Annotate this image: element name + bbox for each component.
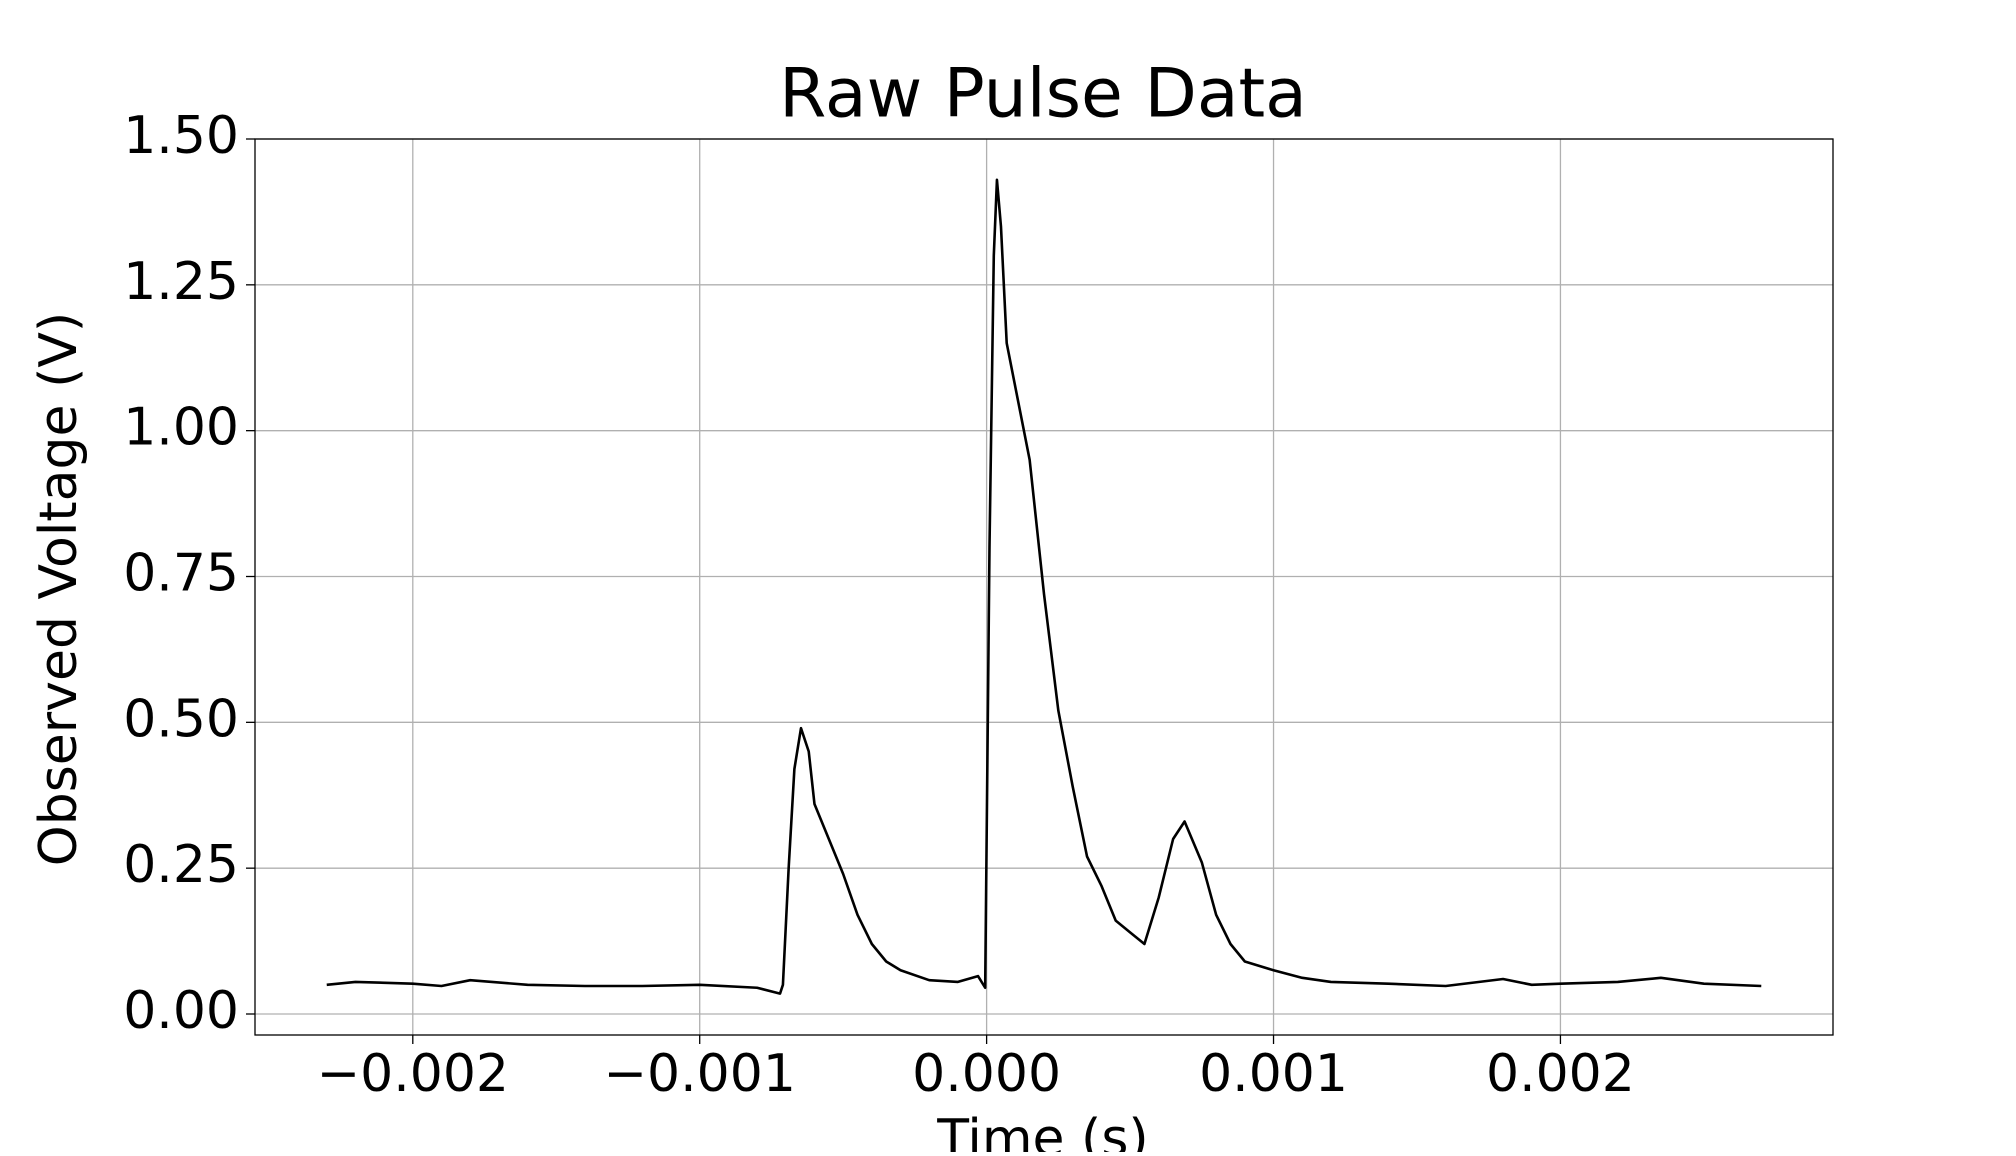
y-axis-label: Observed Voltage (V) bbox=[29, 312, 89, 866]
x-tick-label: −0.002 bbox=[317, 1044, 509, 1104]
x-tick-label: −0.001 bbox=[603, 1044, 795, 1104]
x-tick-label: 0.001 bbox=[1199, 1044, 1348, 1104]
data-line bbox=[326, 178, 1762, 995]
x-tick-label: 0.002 bbox=[1486, 1044, 1635, 1104]
x-tick-label: 0.000 bbox=[912, 1044, 1061, 1104]
y-tick-label: 1.25 bbox=[123, 252, 239, 312]
x-axis-label: Time (s) bbox=[936, 1109, 1148, 1152]
y-tick-label: 0.50 bbox=[123, 689, 239, 749]
y-tick-label: 0.00 bbox=[123, 981, 239, 1041]
y-tick-label: 1.50 bbox=[123, 106, 239, 166]
y-tick-label: 1.00 bbox=[123, 398, 239, 458]
y-tick-label: 0.75 bbox=[123, 544, 239, 604]
y-tick-label: 0.25 bbox=[123, 835, 239, 895]
chart-title: Raw Pulse Data bbox=[779, 55, 1307, 134]
plot-frame bbox=[254, 138, 1834, 1036]
